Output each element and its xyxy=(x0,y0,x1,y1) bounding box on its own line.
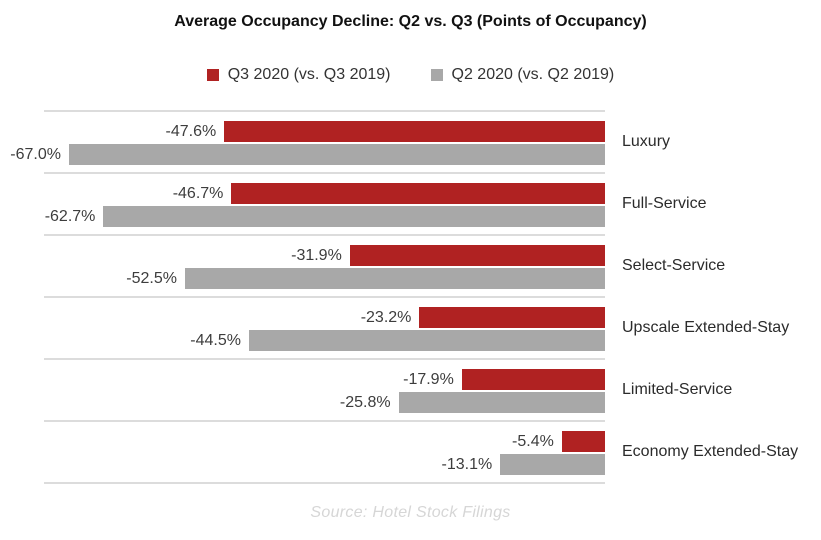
category-label-0: Luxury xyxy=(622,133,671,150)
chart-row: -5.4% -13.1% Economy Extended-Stay xyxy=(44,420,798,482)
chart-row: -23.2% -44.5% Upscale Extended-Stay xyxy=(44,296,789,358)
legend-label-q3: Q3 2020 (vs. Q3 2019) xyxy=(227,66,391,83)
value-label-q2-5: -13.1% xyxy=(441,456,493,473)
value-label-q2-1: -62.7% xyxy=(44,208,96,225)
bar-q3-2 xyxy=(349,245,605,266)
bar-q2-3 xyxy=(249,330,605,351)
value-label-q2-0: -67.0% xyxy=(10,146,61,163)
value-label-q3-3: -23.2% xyxy=(360,309,412,326)
category-label-3: Upscale Extended-Stay xyxy=(622,319,790,336)
bar-q2-5 xyxy=(500,454,605,475)
value-label-q2-4: -25.8% xyxy=(339,394,391,411)
bar-q3-3 xyxy=(419,307,605,328)
bar-q3-1 xyxy=(231,183,605,204)
source-note: Source: Hotel Stock Filings xyxy=(310,504,511,521)
category-label-4: Limited-Service xyxy=(622,381,733,398)
bar-q2-2 xyxy=(185,268,605,289)
value-label-q2-3: -44.5% xyxy=(190,332,241,349)
legend-item-q2-2020: Q2 2020 (vs. Q2 2019) xyxy=(430,66,615,84)
value-label-q3-5: -5.4% xyxy=(512,433,554,450)
bar-q3-0 xyxy=(224,121,605,142)
bar-q2-1 xyxy=(103,206,605,227)
chart-row: -31.9% -52.5% Select-Service xyxy=(44,234,725,296)
chart-row: -47.6% -67.0% Luxury xyxy=(10,110,670,172)
legend-swatch-q3-icon xyxy=(206,69,219,81)
category-label-1: Full-Service xyxy=(622,195,707,212)
value-label-q2-2: -52.5% xyxy=(126,270,177,287)
bar-q2-4 xyxy=(398,392,605,413)
chart-title: Average Occupancy Decline: Q2 vs. Q3 (Po… xyxy=(174,13,647,30)
plot-area: -47.6% -67.0% Luxury -46.7% -62.7% Full-Servi… xyxy=(10,110,798,484)
category-label-2: Select-Service xyxy=(622,257,726,274)
legend: Q3 2020 (vs. Q3 2019) Q2 2020 (vs. Q2 20… xyxy=(0,66,821,84)
chart-row: -46.7% -62.7% Full-Service xyxy=(44,172,706,234)
bar-q2-0 xyxy=(69,144,605,165)
legend-swatch-q2-icon xyxy=(430,69,443,81)
value-label-q3-2: -31.9% xyxy=(291,247,342,264)
value-label-q3-0: -47.6% xyxy=(165,123,217,140)
chart-row: -17.9% -25.8% Limited-Service xyxy=(44,358,732,420)
bar-q3-4 xyxy=(461,369,605,390)
legend-item-q3-2020: Q3 2020 (vs. Q3 2019) xyxy=(206,66,391,84)
value-label-q3-1: -46.7% xyxy=(172,185,224,202)
value-label-q3-4: -17.9% xyxy=(403,371,454,388)
legend-label-q2: Q2 2020 (vs. Q2 2019) xyxy=(451,66,615,83)
category-label-5: Economy Extended-Stay xyxy=(622,443,799,460)
bar-q3-5 xyxy=(561,431,605,452)
